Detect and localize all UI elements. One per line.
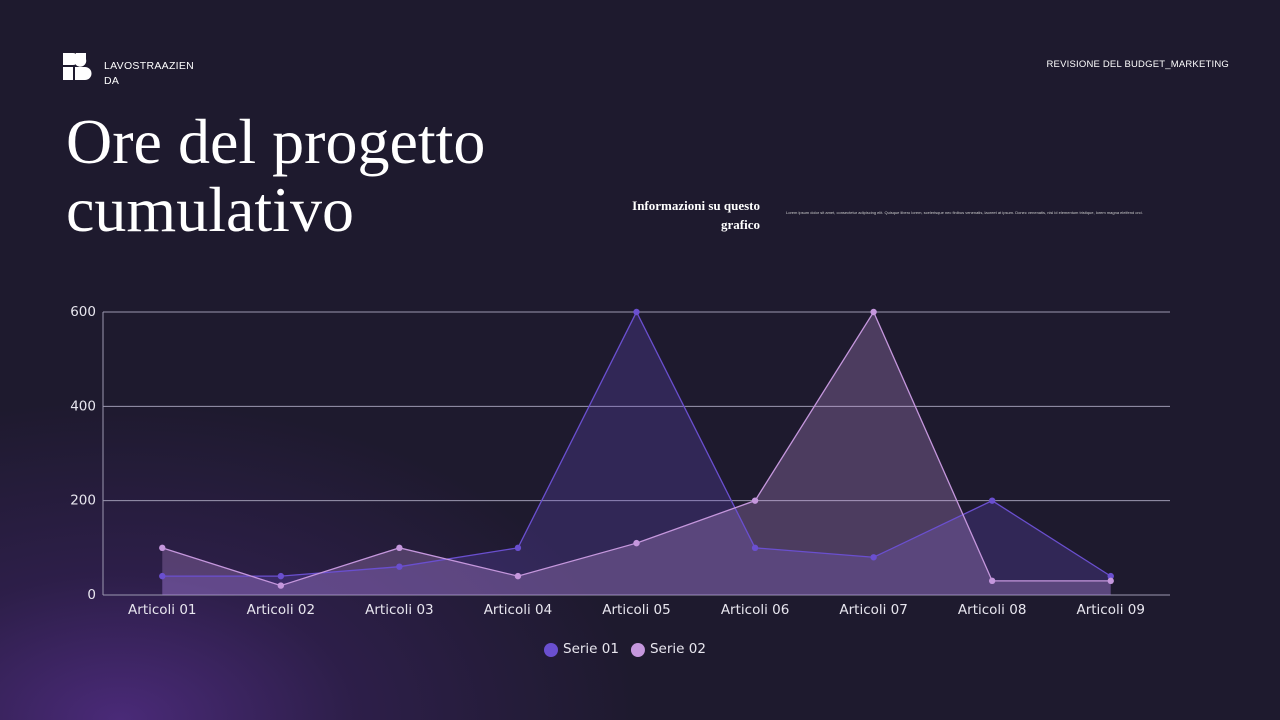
y-tick-label: 400 — [70, 398, 96, 414]
x-tick-label: Articoli 04 — [484, 602, 552, 618]
x-tick-label: Articoli 09 — [1076, 602, 1144, 618]
point — [988, 577, 996, 585]
area — [162, 312, 1111, 595]
info-heading: Informazioni su questo grafico — [632, 198, 760, 232]
y-tick-label: 200 — [70, 493, 96, 509]
point — [751, 497, 759, 504]
point — [633, 539, 640, 547]
x-tick-label: Articoli 01 — [128, 602, 196, 618]
legend-label: Serie 01 — [563, 641, 619, 657]
x-tick-label: Articoli 02 — [247, 602, 315, 618]
brand: LAVOSTRAAZIENDA — [104, 60, 195, 87]
x-tick-label: Articoli 03 — [365, 602, 433, 618]
point — [870, 308, 877, 316]
point — [159, 572, 166, 580]
point — [277, 582, 285, 589]
point — [159, 544, 166, 552]
area — [162, 312, 1111, 595]
deck-title: REVISIONE DEL BUDGET_MARKETING — [1046, 59, 1229, 70]
legend-swatch — [630, 643, 645, 657]
point — [1107, 572, 1114, 580]
info-text: Lorem ipsum dolor sit amet, consectetur … — [786, 210, 1143, 215]
point — [633, 308, 640, 316]
x-tick-label: Articoli 08 — [958, 602, 1026, 618]
legend-swatch — [544, 643, 558, 657]
point — [870, 554, 877, 561]
y-tick-label: 0 — [87, 587, 96, 603]
point — [396, 563, 403, 570]
x-tick-label: Articoli 07 — [839, 602, 907, 618]
point — [396, 544, 403, 552]
point — [1107, 577, 1114, 585]
legend-label: Serie 02 — [650, 641, 706, 657]
x-tick-label: Articoli 05 — [602, 602, 670, 618]
point — [751, 544, 759, 552]
point — [277, 572, 285, 580]
point — [988, 497, 996, 504]
y-tick-label: 600 — [70, 304, 96, 320]
point — [514, 544, 522, 552]
logo — [63, 53, 92, 80]
point — [514, 572, 522, 580]
x-tick-label: Articoli 06 — [721, 602, 789, 618]
chart-title: Ore del progetto cumulativo — [66, 106, 486, 245]
